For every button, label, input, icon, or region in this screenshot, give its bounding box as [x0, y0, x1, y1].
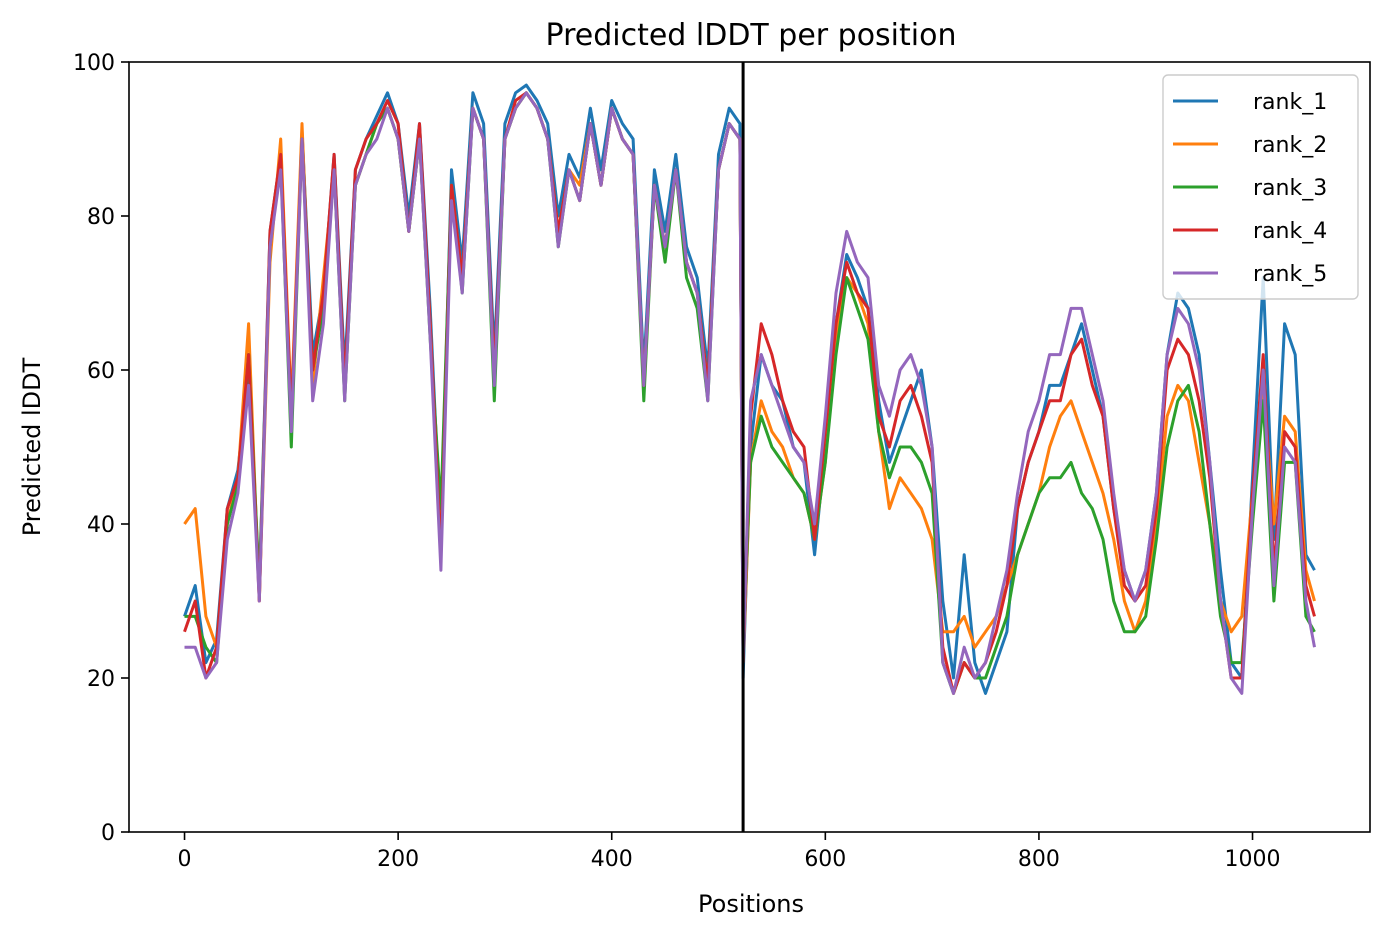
- y-tick-label: 80: [87, 205, 115, 230]
- y-axis: 0 20 40 60 80 100: [73, 51, 129, 846]
- legend-label-rank_1: rank_1: [1253, 90, 1327, 115]
- chart-title: Predicted lDDT per position: [546, 18, 957, 53]
- x-axis: 0 200 400 600 800 1000: [178, 832, 1281, 872]
- legend-label-rank_5: rank_5: [1253, 262, 1327, 287]
- plot-frame: [128, 61, 1371, 833]
- legend-label-rank_2: rank_2: [1253, 133, 1327, 158]
- x-tick-label: 400: [591, 847, 633, 872]
- x-tick-label: 600: [804, 847, 846, 872]
- plot-area: [183, 62, 1316, 832]
- legend-box: [1162, 74, 1359, 300]
- legend: rank_1 rank_2 rank_3 rank_4 rank_5: [1162, 74, 1359, 300]
- legend-label-rank_4: rank_4: [1253, 219, 1327, 244]
- y-tick-label: 40: [87, 513, 115, 538]
- legend-label-rank_3: rank_3: [1253, 176, 1327, 201]
- y-tick-label: 0: [101, 821, 115, 846]
- x-tick-label: 200: [377, 847, 419, 872]
- x-tick-label: 0: [178, 847, 192, 872]
- x-tick-label: 800: [1018, 847, 1060, 872]
- series-layer: [183, 83, 1316, 695]
- series-line-rank_5: [184, 91, 1316, 695]
- y-axis-label: Predicted lDDT: [18, 357, 46, 536]
- x-tick-label: 1000: [1225, 847, 1281, 872]
- y-tick-label: 20: [87, 667, 115, 692]
- x-axis-label: Positions: [698, 890, 804, 918]
- y-tick-label: 60: [87, 359, 115, 384]
- y-tick-label: 100: [73, 51, 115, 76]
